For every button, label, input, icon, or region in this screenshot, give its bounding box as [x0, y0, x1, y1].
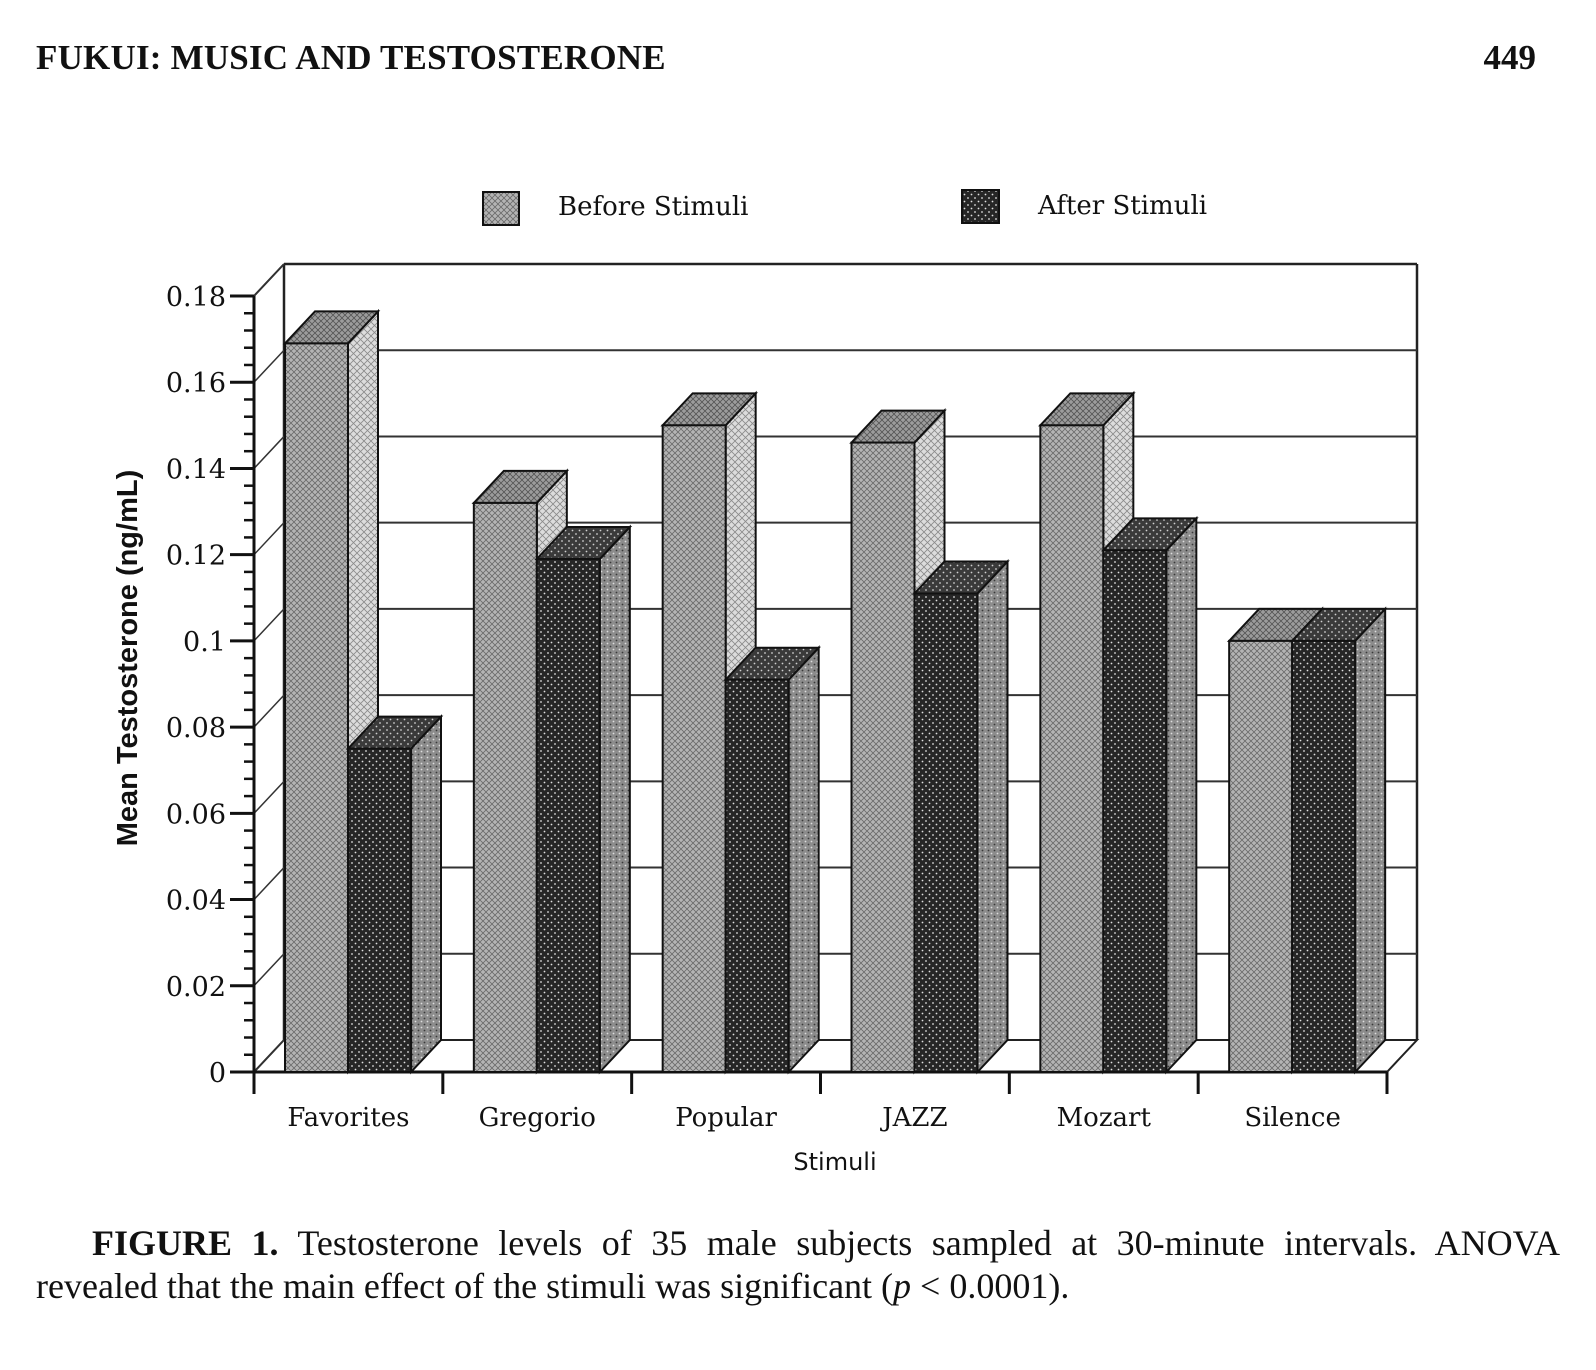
- y-tick-label: 0.1: [183, 627, 226, 658]
- x-axis: Favorites Gregorio Popular JAZZ Mozart Silenc…: [252, 1070, 1389, 1133]
- x-tick-label: Gregorio: [479, 1103, 596, 1133]
- caption-text-end: < 0.0001).: [911, 1266, 1070, 1306]
- bar-after-popular: [723, 645, 821, 1075]
- x-tick-label: Silence: [1244, 1103, 1341, 1133]
- bar-side: [1354, 606, 1387, 1075]
- legend-swatch-after: [961, 189, 1000, 224]
- bar-front: [1228, 639, 1294, 1074]
- caption-p-symbol: p: [893, 1266, 912, 1306]
- gridline-side: [253, 608, 285, 642]
- bar-front: [661, 424, 727, 1074]
- y-tick-label: 0.14: [166, 454, 226, 485]
- y-tick-label: 0.02: [166, 972, 226, 1003]
- y-tick-label: 0.18: [166, 282, 226, 313]
- gridline-side: [253, 349, 285, 383]
- bar-after-mozart: [1101, 515, 1199, 1075]
- frame-left-wall: [253, 263, 285, 1072]
- bar-after-gregorio: [534, 524, 633, 1075]
- bar-front: [347, 747, 412, 1074]
- bar-front: [724, 678, 790, 1073]
- gridline-side: [253, 953, 285, 987]
- bar-side: [1165, 515, 1198, 1075]
- bar-side: [976, 558, 1009, 1075]
- bar-after-jazz: [912, 558, 1010, 1075]
- gridline-side: [253, 867, 285, 901]
- figure-caption: FIGURE 1. Testosterone levels of 35 male…: [36, 1222, 1560, 1308]
- x-tick-label: Mozart: [1057, 1103, 1152, 1133]
- bar-front: [1102, 549, 1168, 1073]
- bar-front: [850, 441, 916, 1074]
- bar-front: [284, 342, 349, 1073]
- bar-front: [1039, 424, 1105, 1074]
- y-axis: 0 0.02 0.04 0.06 0.08 0.1 0.12 0.14 0.16 0.18: [166, 282, 256, 1089]
- bar-side: [598, 524, 631, 1075]
- running-head: FUKUI: MUSIC AND TESTOSTERONE: [36, 38, 666, 77]
- x-tick-label: Popular: [675, 1103, 777, 1133]
- gridline-side: [253, 522, 285, 556]
- gridline-side: [253, 694, 285, 728]
- legend-label-before: Before Stimuli: [558, 192, 748, 222]
- bar-chart: Before Stimuli After Stimuli 0 0.02 0.04 0.…: [112, 189, 1420, 1176]
- y-axis-label: Mean Testosterone (ng/mL): [112, 470, 144, 847]
- x-tick-label: JAZZ: [879, 1103, 947, 1133]
- bar-front: [472, 501, 538, 1073]
- bar-front: [913, 592, 979, 1073]
- y-tick-label: 0: [209, 1058, 226, 1089]
- gridline-side: [253, 780, 285, 814]
- bar-after-favorites: [345, 714, 444, 1075]
- bars: [282, 308, 1388, 1075]
- x-axis-label: Stimuli: [793, 1148, 876, 1176]
- y-tick-label: 0.06: [166, 799, 226, 830]
- legend-swatch-before: [482, 191, 520, 226]
- y-tick-label: 0.04: [166, 886, 226, 917]
- legend: Before Stimuli After Stimuli: [482, 189, 1207, 226]
- bar-side: [787, 645, 820, 1075]
- caption-label: FIGURE 1.: [92, 1223, 279, 1263]
- legend-label-after: After Stimuli: [1037, 191, 1207, 221]
- bar-front: [535, 557, 601, 1073]
- gridline-side: [253, 1039, 285, 1073]
- y-tick-label: 0.08: [166, 713, 226, 744]
- gridline-side: [253, 263, 285, 297]
- bar-side: [410, 714, 442, 1075]
- page-number: 449: [1483, 38, 1537, 77]
- x-tick-label: Favorites: [287, 1103, 409, 1133]
- bar-after-silence: [1289, 606, 1388, 1075]
- y-tick-label: 0.16: [166, 368, 226, 399]
- y-tick-label: 0.12: [166, 541, 226, 572]
- caption-text: Testosterone levels of 35 male subjects …: [36, 1223, 1560, 1306]
- bar-before-mozart: [1038, 390, 1136, 1075]
- bar-front: [1291, 639, 1357, 1074]
- gridline-side: [253, 435, 285, 469]
